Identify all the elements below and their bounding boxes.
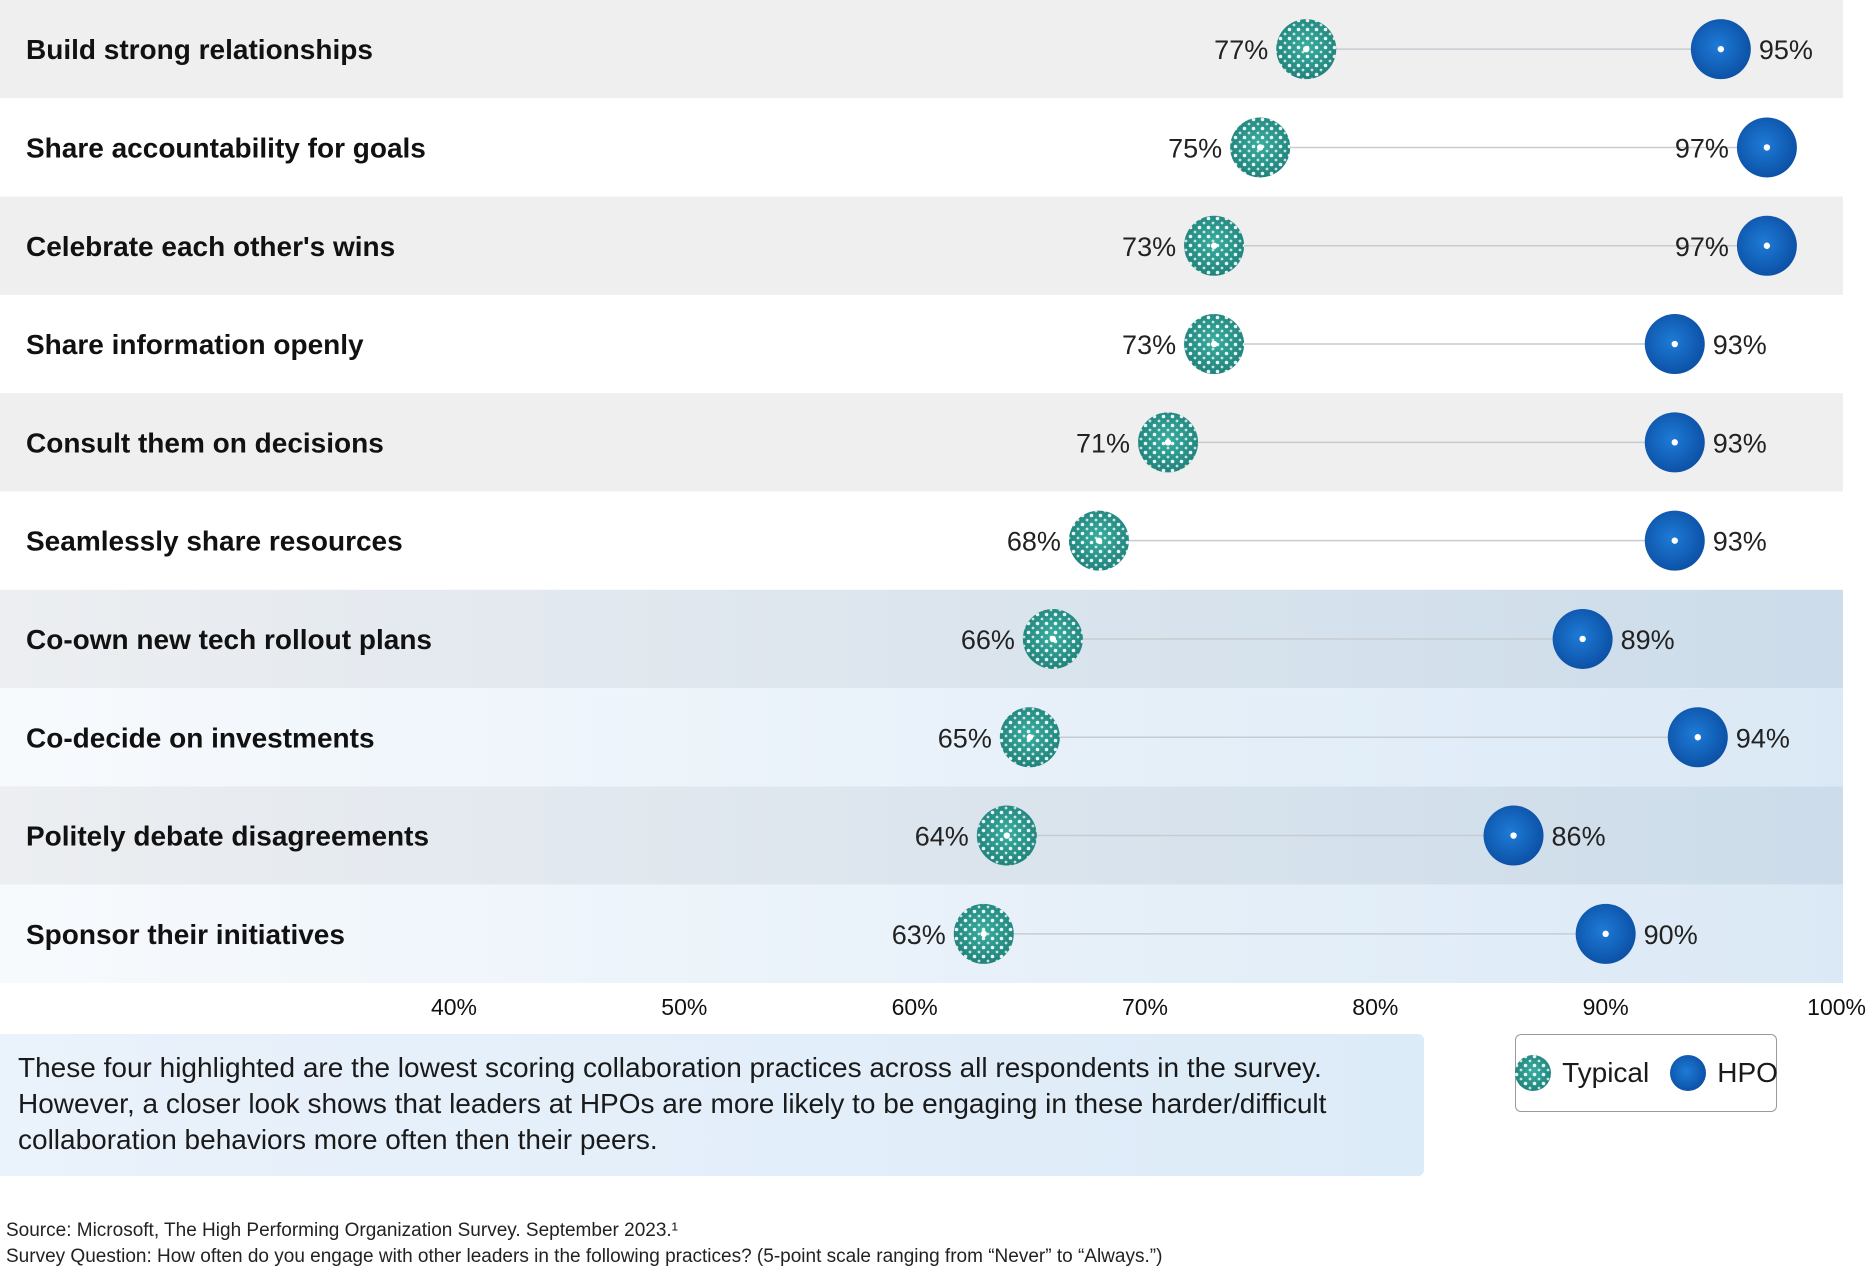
dotted-teal-circle-icon xyxy=(1515,1055,1552,1091)
typical-dot xyxy=(1184,314,1245,375)
legend-item-typical: Typical xyxy=(1514,1054,1649,1092)
typical-value-label: 63% xyxy=(892,920,946,950)
typical-value-label: 73% xyxy=(1122,330,1176,360)
x-tick-label: 100% xyxy=(1807,994,1866,1020)
legend-label-typical: Typical xyxy=(1562,1057,1650,1088)
hpo-value-label: 94% xyxy=(1736,723,1790,753)
highlight-note-text: These four highlighted are the lowest sc… xyxy=(18,1052,1327,1155)
hpo-value-label: 97% xyxy=(1675,232,1729,262)
x-tick-label: 90% xyxy=(1583,994,1629,1020)
hpo-value-label: 95% xyxy=(1759,35,1813,65)
hpo-dot xyxy=(1644,314,1705,375)
category-label: Seamlessly share resources xyxy=(26,526,403,557)
category-label: Build strong relationships xyxy=(26,34,373,65)
chart-row: Co-decide on investments 65% 94% xyxy=(0,688,1843,787)
typical-value-label: 77% xyxy=(1214,35,1268,65)
hpo-dot xyxy=(1644,412,1705,473)
typical-dot xyxy=(1276,19,1337,80)
chart-row: Celebrate each other's wins 73% 97% xyxy=(0,196,1843,295)
x-axis: 40% 50% 60% 70% 80% 90% 100% xyxy=(431,994,1866,1020)
typical-value-label: 64% xyxy=(915,822,969,852)
chart-row: Sponsor their initiatives 63% 90% xyxy=(0,884,1843,983)
typical-dot xyxy=(999,707,1060,768)
category-label: Co-decide on investments xyxy=(26,722,375,753)
hpo-value-label: 93% xyxy=(1713,330,1767,360)
hpo-value-label: 89% xyxy=(1621,625,1675,655)
hpo-dot xyxy=(1736,215,1797,276)
category-label: Politely debate disagreements xyxy=(26,821,429,852)
category-label: Consult them on decisions xyxy=(26,427,384,458)
x-tick-label: 60% xyxy=(892,994,938,1020)
chart-row: Seamlessly share resources 68% 93% xyxy=(0,491,1843,590)
dumbbell-chart: Build strong relationships 77% 95% Share ac… xyxy=(0,0,1866,1020)
category-label: Sponsor their initiatives xyxy=(26,919,345,950)
typical-value-label: 71% xyxy=(1076,428,1130,458)
x-tick-label: 40% xyxy=(431,994,477,1020)
hpo-dot xyxy=(1575,903,1636,964)
hpo-value-label: 86% xyxy=(1552,822,1606,852)
footer: Source: Microsoft, The High Performing O… xyxy=(6,1218,1162,1270)
hpo-value-label: 97% xyxy=(1675,133,1729,163)
typical-value-label: 65% xyxy=(938,723,992,753)
chart-row: Co-own new tech rollout plans 66% 89% xyxy=(0,589,1843,689)
hpo-dot xyxy=(1690,19,1751,80)
x-tick-label: 80% xyxy=(1352,994,1398,1020)
legend-item-hpo: HPO xyxy=(1669,1054,1778,1092)
category-label: Celebrate each other's wins xyxy=(26,231,395,262)
category-label: Share information openly xyxy=(26,329,364,360)
hpo-dot xyxy=(1736,117,1797,178)
typical-dot xyxy=(1184,215,1245,276)
typical-dot xyxy=(1230,117,1291,178)
typical-value-label: 66% xyxy=(961,625,1015,655)
chart-row: Share accountability for goals 75% 97% xyxy=(0,98,1843,197)
x-tick-label: 50% xyxy=(661,994,707,1020)
blue-circle-icon xyxy=(1670,1055,1707,1091)
category-label: Co-own new tech rollout plans xyxy=(26,624,432,655)
hpo-dot xyxy=(1552,608,1613,669)
category-label: Share accountability for goals xyxy=(26,132,426,163)
survey-question-text: Survey Question: How often do you engage… xyxy=(6,1246,1163,1267)
typical-dot xyxy=(953,903,1014,964)
typical-value-label: 73% xyxy=(1122,232,1176,262)
chart-row: Share information openly 73% 93% xyxy=(0,294,1843,394)
hpo-value-label: 93% xyxy=(1713,527,1767,557)
hpo-dot xyxy=(1667,707,1728,768)
typical-dot xyxy=(976,805,1037,866)
hpo-value-label: 90% xyxy=(1644,920,1698,950)
hpo-dot xyxy=(1483,805,1544,866)
typical-value-label: 75% xyxy=(1168,133,1222,163)
legend: Typical HPO xyxy=(1514,1034,1778,1112)
legend-label-hpo: HPO xyxy=(1717,1057,1778,1088)
typical-dot xyxy=(1022,608,1083,669)
hpo-dot xyxy=(1644,510,1705,571)
source-text: Source: Microsoft, The High Performing O… xyxy=(6,1220,678,1241)
typical-dot xyxy=(1138,412,1199,473)
chart-row: Build strong relationships 77% 95% xyxy=(0,0,1843,99)
hpo-value-label: 93% xyxy=(1713,428,1767,458)
x-tick-label: 70% xyxy=(1122,994,1168,1020)
highlight-note: These four highlighted are the lowest sc… xyxy=(0,1034,1424,1176)
chart-row: Consult them on decisions 71% 93% xyxy=(0,393,1843,492)
rows-layer: Build strong relationships 77% 95% Share ac… xyxy=(0,0,1843,983)
typical-dot xyxy=(1068,510,1129,571)
typical-value-label: 68% xyxy=(1007,527,1061,557)
chart-row: Politely debate disagreements 64% 86% xyxy=(0,786,1843,885)
